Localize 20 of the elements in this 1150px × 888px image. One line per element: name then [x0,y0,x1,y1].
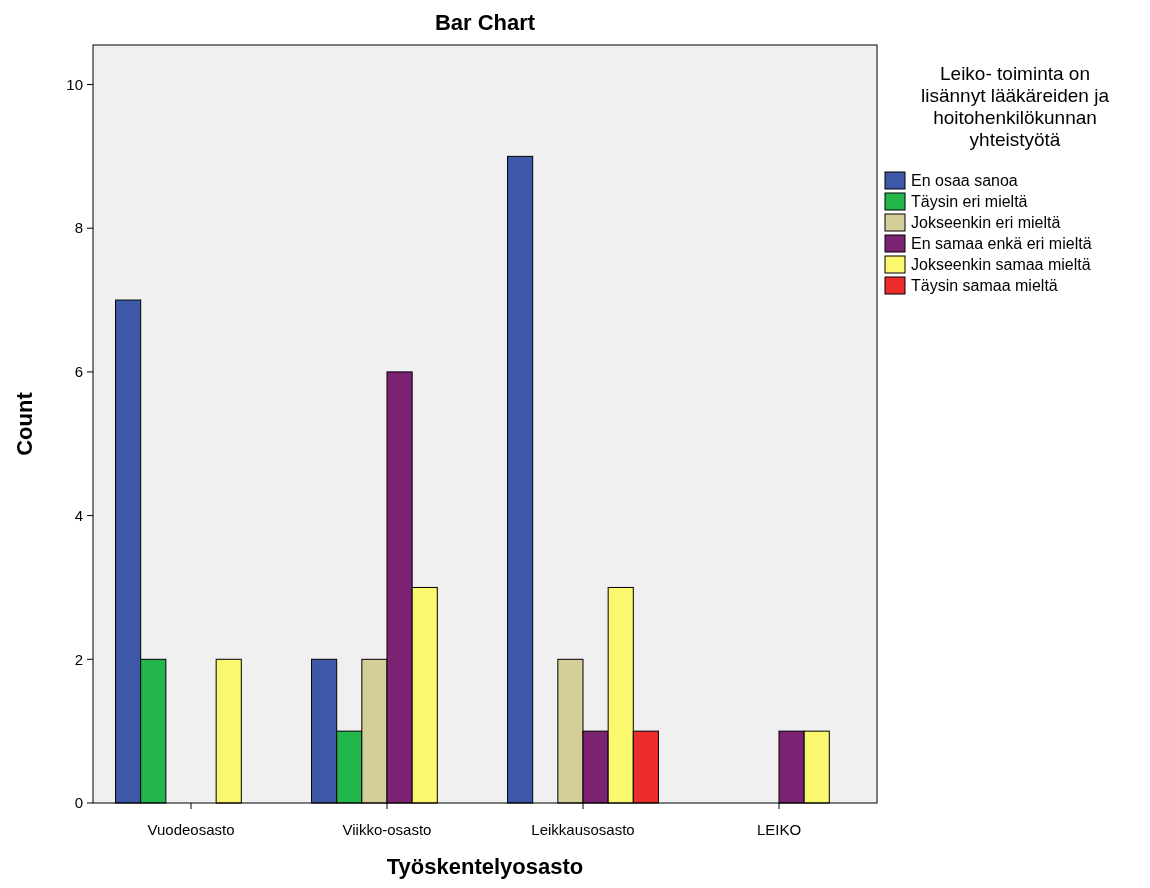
legend-label: Täysin samaa mieltä [911,277,1058,294]
x-tick-label: LEIKO [756,821,802,838]
x-axis-title: Työskentelyosasto [386,854,584,879]
y-tick-label: 8 [74,219,83,237]
legend-label: Jokseenkin samaa mieltä [911,256,1091,273]
chart-title: Bar Chart [434,10,536,35]
x-tick-label: Leikkausosasto [531,821,635,838]
legend-label: En osaa sanoa [911,172,1018,189]
legend-title: Leiko- toiminta on lisännyt lääkäreiden ja hoitohenkilökunnan yhteistyötä [920,63,1110,150]
x-tick-label: Viikko-osasto [342,821,432,838]
legend-label: Jokseenkin eri mieltä [911,214,1061,231]
y-tick-label: 6 [74,363,83,381]
y-tick-label: 2 [74,650,83,668]
legend-label: En samaa enkä eri mieltä [911,235,1092,252]
y-axis-title: Count [12,391,37,456]
y-tick-label: 4 [74,506,83,524]
x-tick-label: Vuodeosasto [147,821,235,838]
y-tick-label: 0 [74,794,83,812]
legend-label: Täysin eri mieltä [911,193,1028,210]
y-tick-label: 10 [66,75,83,93]
